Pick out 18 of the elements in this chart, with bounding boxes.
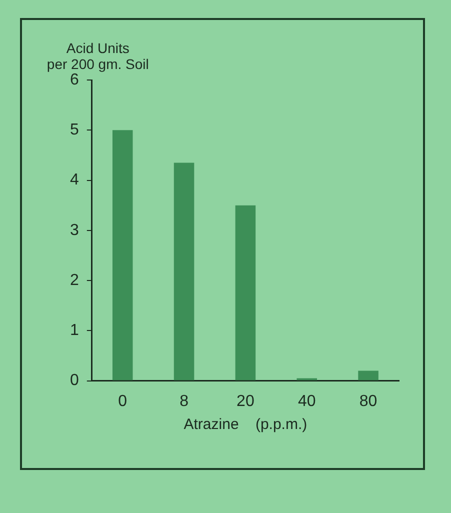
bar [358, 370, 378, 380]
y-tick-label: 4 [70, 172, 79, 189]
y-tick-label: 3 [70, 222, 79, 239]
x-axis-title: Atrazine (p.p.m.) [184, 416, 308, 434]
y-tick-label: 0 [70, 372, 79, 390]
x-tick-label: 0 [118, 392, 128, 410]
y-axis-title: Acid Units per 200 gm. Soil [46, 40, 149, 72]
x-tick-label: 80 [359, 392, 378, 410]
bar [174, 162, 194, 380]
bar [112, 130, 133, 380]
y-tick-label: 1 [70, 322, 79, 340]
y-tick-label: 2 [70, 272, 79, 289]
x-tick-label: 8 [180, 392, 189, 410]
y-tick-label: 5 [70, 122, 79, 139]
x-tick-label: 40 [298, 392, 316, 410]
bar [235, 205, 256, 380]
y-tick-label: 6 [70, 71, 79, 88]
x-tick-label: 20 [236, 392, 254, 410]
